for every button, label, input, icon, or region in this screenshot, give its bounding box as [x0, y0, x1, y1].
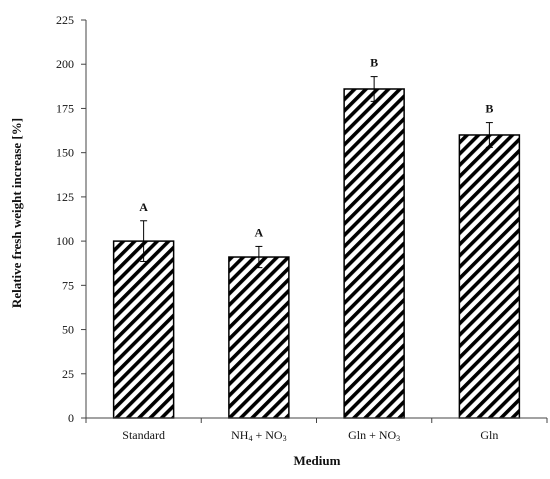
- x-axis-title: Medium: [294, 453, 341, 468]
- y-tick-label: 150: [56, 146, 74, 160]
- significance-label: A: [255, 225, 264, 239]
- bar: [112, 240, 175, 419]
- y-tick-label: 100: [56, 234, 74, 248]
- x-tick-label: NH4 + NO3: [231, 428, 286, 443]
- x-axis: Standard NH4 + NO3 Gln + NO3 Gln: [85, 417, 548, 443]
- x-tick-label: Gln: [480, 428, 498, 442]
- x-tick-label: Gln + NO3: [348, 428, 400, 443]
- bars: A A B B: [112, 56, 521, 419]
- y-tick-label: 25: [62, 367, 74, 381]
- bar: [343, 88, 405, 419]
- bar: [458, 134, 521, 419]
- y-tick-label: 50: [62, 323, 74, 337]
- significance-label: B: [485, 102, 493, 116]
- y-axis-title: Relative fresh weight increase [%]: [9, 118, 24, 308]
- y-tick-label: 75: [62, 278, 74, 292]
- y-tick-label: 225: [56, 13, 74, 27]
- y-tick-label: 125: [56, 190, 74, 204]
- error-bar: [255, 245, 263, 269]
- y-tick-label: 200: [56, 57, 74, 71]
- error-bar: [140, 220, 148, 262]
- significance-label: A: [139, 200, 148, 214]
- y-axis: 0 25 50 75 100 125 150 175 200 225: [56, 13, 87, 425]
- y-tick-label: 0: [68, 411, 74, 425]
- bar: [228, 256, 290, 419]
- error-bar: [370, 76, 378, 102]
- error-bar: [485, 122, 493, 148]
- x-tick-label: Standard: [122, 428, 165, 442]
- y-tick-label: 175: [56, 101, 74, 115]
- significance-label: B: [370, 56, 378, 70]
